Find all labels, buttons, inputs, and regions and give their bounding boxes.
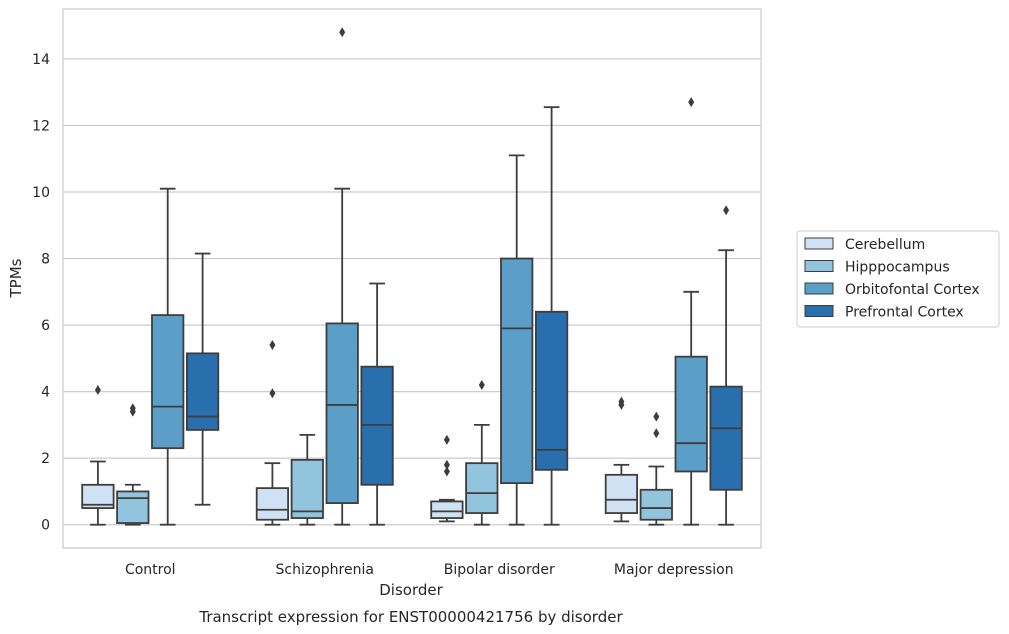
outlier-point — [339, 27, 346, 38]
outlier-point — [653, 411, 660, 422]
outlier-point — [653, 428, 660, 439]
y-tick-label: 14 — [32, 52, 50, 68]
box-plot — [709, 205, 743, 526]
box-iqr — [639, 488, 673, 521]
box-iqr — [325, 322, 359, 504]
box-plot — [430, 434, 464, 523]
box-iqr — [290, 458, 324, 519]
box-plot — [639, 411, 673, 526]
legend-swatch — [804, 282, 834, 295]
box-plot — [290, 433, 324, 526]
x-tick-label: Bipolar disorder — [444, 562, 555, 578]
box-iqr — [116, 490, 150, 524]
legend-label: Orbitofontal Cortex — [845, 282, 980, 298]
legend-swatch — [804, 305, 834, 317]
box-plot — [360, 282, 394, 526]
box-plot — [500, 154, 534, 526]
y-tick-label: 0 — [41, 518, 50, 534]
y-tick-label: 6 — [41, 318, 50, 334]
legend-label: Prefrontal Cortex — [845, 305, 964, 321]
y-tick-label: 2 — [41, 451, 50, 467]
outlier-point — [618, 396, 625, 407]
chart-caption: Transcript expression for ENST0000042175… — [198, 608, 623, 626]
plot-area-frame — [62, 8, 762, 549]
legend-swatch — [804, 237, 834, 250]
box-plot — [116, 403, 150, 526]
outlier-point — [269, 340, 276, 351]
x-axis-title: Disorder — [379, 581, 443, 599]
box-plot — [674, 97, 708, 526]
box-plot — [81, 384, 115, 526]
box-iqr — [81, 483, 115, 509]
outlier-point — [478, 379, 485, 390]
outlier-point — [723, 205, 730, 216]
box-iqr — [185, 352, 220, 431]
box-plot — [465, 379, 499, 526]
box-iqr — [500, 257, 534, 485]
box-plot — [151, 187, 185, 526]
outlier-point — [443, 459, 450, 470]
box-plots — [81, 27, 743, 526]
box-iqr — [674, 355, 708, 473]
y-tick-labels: 0 2 4 6 8 10 12 14 — [32, 52, 50, 534]
box-plot — [325, 27, 359, 526]
box-plot — [255, 340, 290, 526]
legend-label: Hipppocampus — [845, 260, 950, 276]
x-tick-label: Schizophrenia — [276, 562, 374, 578]
box-iqr — [151, 314, 185, 450]
box-plot — [185, 252, 220, 506]
x-tick-label: Control — [125, 562, 176, 578]
box-iqr — [465, 462, 499, 514]
y-tick-label: 8 — [41, 252, 50, 268]
y-tick-label: 12 — [32, 118, 50, 134]
box-iqr — [255, 487, 290, 521]
box-iqr — [430, 500, 464, 519]
x-tick-label: Major depression — [614, 562, 734, 578]
legend-swatch — [804, 260, 834, 272]
outlier-point — [94, 384, 101, 395]
legend-label: Cerebellum — [845, 237, 925, 253]
box-plot — [604, 396, 639, 523]
box-iqr — [709, 385, 743, 491]
y-tick-label: 10 — [32, 185, 50, 201]
box-iqr — [534, 310, 569, 471]
box-plot — [534, 106, 569, 526]
outlier-point — [443, 434, 450, 445]
legend-frame — [796, 230, 1000, 328]
legend: Cerebellum Hipppocampus Orbitofontal Corte… — [796, 230, 1000, 328]
y-tick-label: 4 — [41, 385, 50, 401]
outlier-point — [129, 403, 136, 414]
box-iqr — [604, 473, 639, 514]
y-axis-title: TPMs — [7, 258, 25, 298]
outlier-point — [688, 97, 695, 108]
outlier-point — [269, 388, 276, 399]
x-tick-labels: Control Schizophrenia Bipolar disorder Majo… — [125, 562, 734, 578]
outlier-point — [443, 466, 450, 477]
